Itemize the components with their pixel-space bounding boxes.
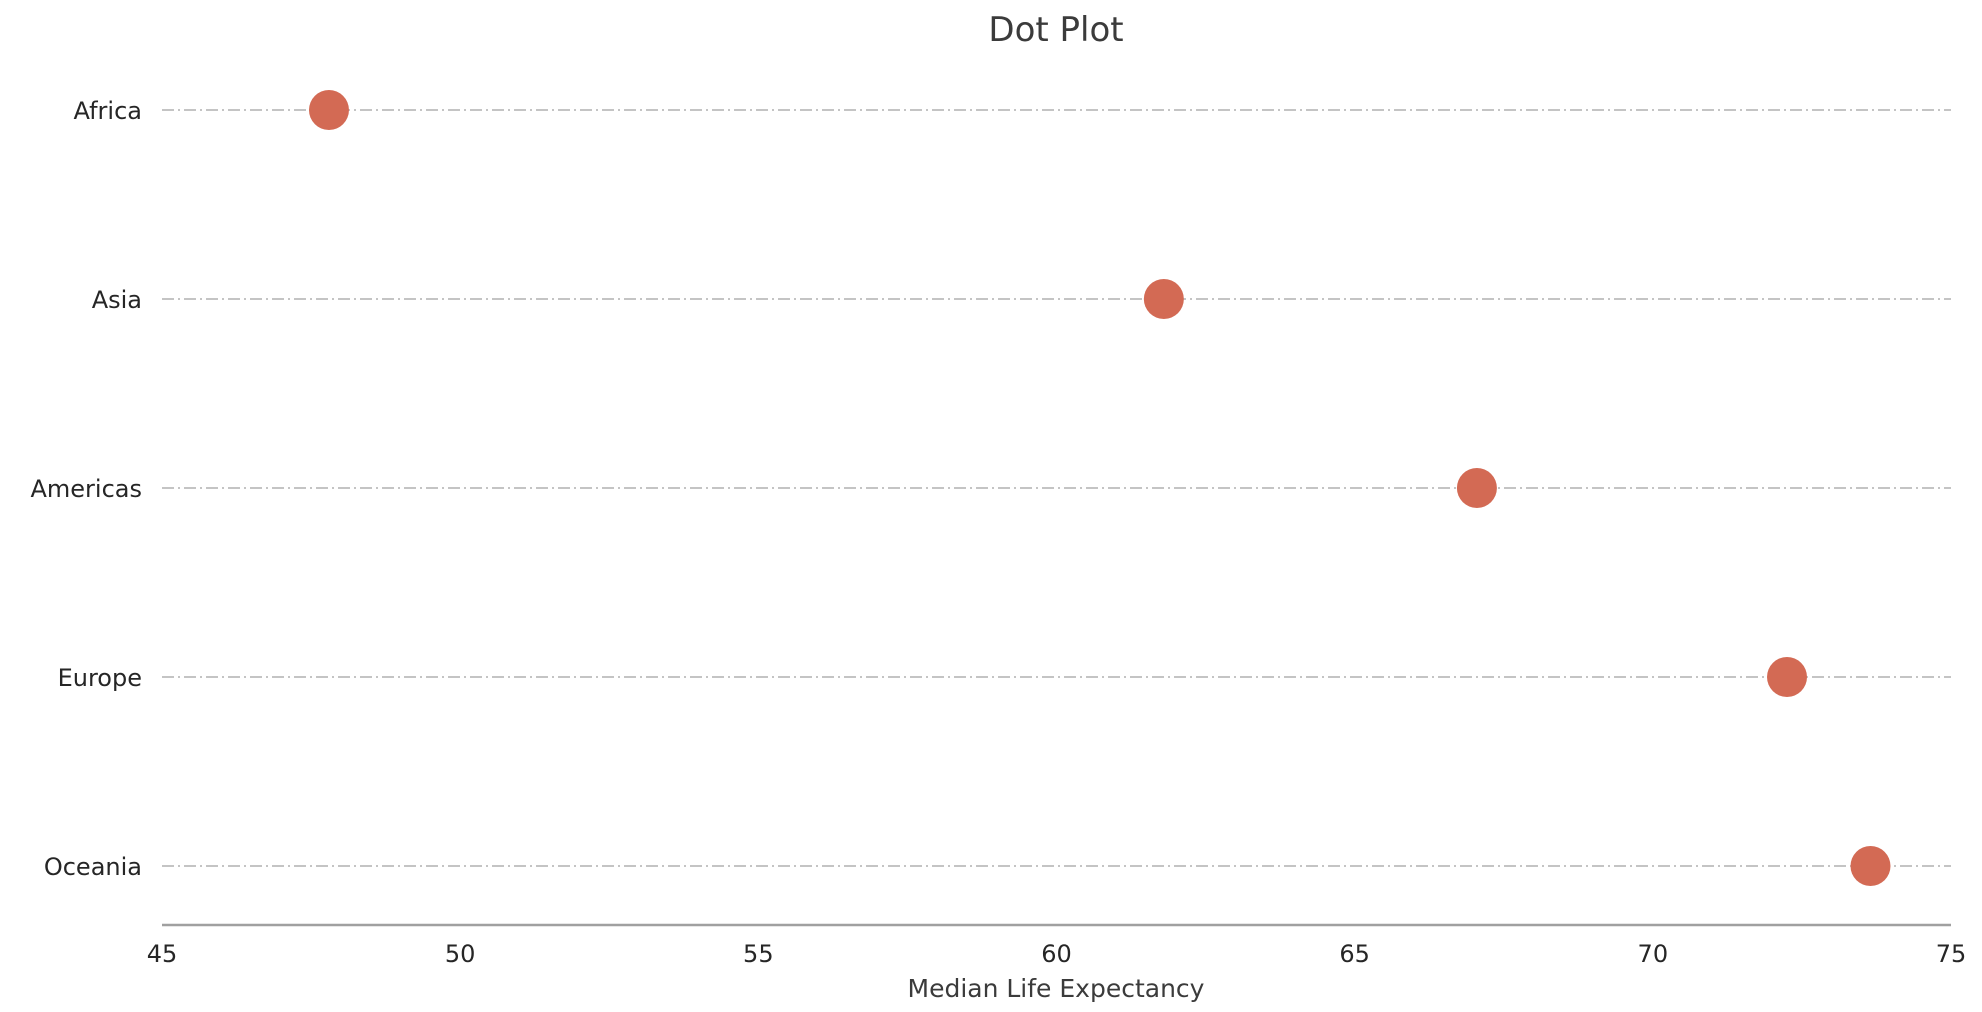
x-axis-label: Median Life Expectancy	[908, 974, 1205, 1003]
dots-layer	[308, 90, 1891, 886]
category-labels-layer: Africa Asia Americas Europe Oceania	[30, 97, 142, 881]
x-tick-label-65: 65	[1339, 940, 1370, 968]
data-point-africa	[308, 90, 349, 130]
data-point-europe	[1767, 657, 1808, 697]
x-tick-label-60: 60	[1041, 940, 1072, 968]
x-tick-label-70: 70	[1638, 940, 1669, 968]
x-tick-label-75: 75	[1936, 940, 1967, 968]
x-tick-labels-layer: 45 50 55 60 65 70 75	[147, 940, 1967, 968]
category-label-europe: Europe	[58, 664, 142, 692]
chart-title: Dot Plot	[988, 10, 1123, 50]
category-label-asia: Asia	[92, 286, 142, 314]
row-lines-layer	[162, 109, 1951, 867]
x-tick-label-55: 55	[743, 940, 774, 968]
category-label-americas: Americas	[30, 475, 142, 503]
data-point-oceania	[1850, 846, 1891, 886]
category-label-oceania: Oceania	[44, 853, 142, 881]
data-point-americas	[1456, 468, 1497, 508]
x-tick-label-45: 45	[147, 940, 178, 968]
x-tick-label-50: 50	[445, 940, 476, 968]
data-point-asia	[1143, 279, 1184, 319]
category-label-africa: Africa	[74, 97, 142, 125]
